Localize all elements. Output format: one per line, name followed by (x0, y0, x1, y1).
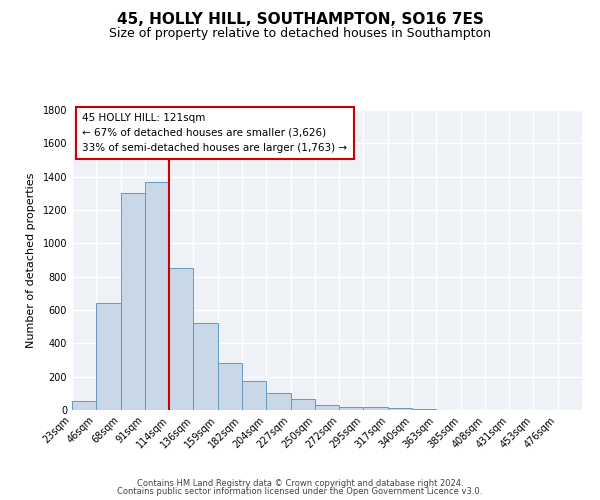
Text: Contains public sector information licensed under the Open Government Licence v3: Contains public sector information licen… (118, 488, 482, 496)
Bar (193, 322, 218, 410)
Text: Contains HM Land Registry data © Crown copyright and database right 2024.: Contains HM Land Registry data © Crown c… (137, 478, 463, 488)
Text: 45 HOLLY HILL: 121sqm
← 67% of detached houses are smaller (3,626)
33% of semi-d: 45 HOLLY HILL: 121sqm ← 67% of detached … (82, 113, 347, 152)
Text: 45, HOLLY HILL, SOUTHAMPTON, SO16 7ES: 45, HOLLY HILL, SOUTHAMPTON, SO16 7ES (116, 12, 484, 28)
Y-axis label: Number of detached properties: Number of detached properties (26, 172, 35, 348)
Bar (72, 401, 96, 410)
Bar (266, 392, 290, 410)
Bar (388, 408, 412, 410)
Bar (290, 399, 315, 410)
Bar (242, 381, 266, 410)
Bar (339, 406, 364, 410)
Bar (96, 302, 121, 410)
Bar (145, 182, 169, 410)
Bar (412, 409, 436, 410)
Bar (315, 405, 339, 410)
Bar (364, 407, 388, 410)
Bar (218, 364, 242, 410)
Bar (121, 194, 145, 410)
Bar (169, 268, 193, 410)
Text: Size of property relative to detached houses in Southampton: Size of property relative to detached ho… (109, 28, 491, 40)
